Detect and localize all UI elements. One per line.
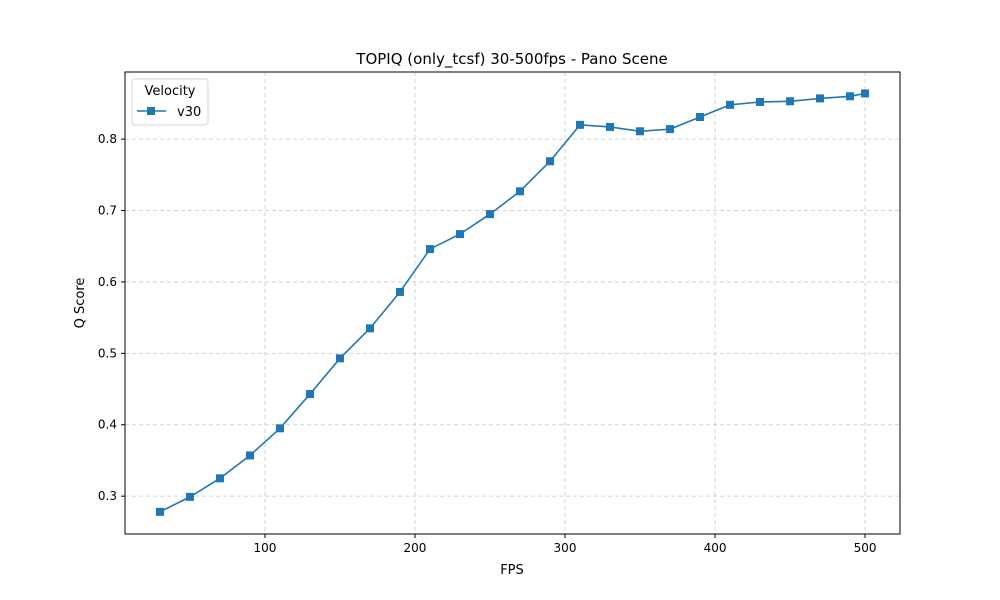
y-axis-label: Q Score <box>73 278 88 329</box>
y-tick-label: 0.6 <box>98 275 117 289</box>
x-tick-label: 300 <box>554 541 577 555</box>
x-tick-label: 100 <box>254 541 277 555</box>
data-point <box>485 210 494 219</box>
data-point <box>606 122 615 131</box>
ticks: 100 200 300 400 500 0.3 0.4 0.5 0.6 0.7 0.8 <box>98 132 877 555</box>
y-tick-label: 0.8 <box>98 132 117 146</box>
data-point <box>636 127 645 136</box>
data-point <box>726 100 735 109</box>
data-point <box>215 474 224 483</box>
legend-label-v30: v30 <box>177 105 201 120</box>
y-tick-label: 0.5 <box>98 346 117 360</box>
x-axis-label: FPS <box>500 563 524 578</box>
y-tick-label: 0.3 <box>98 489 117 503</box>
data-point <box>546 157 555 166</box>
legend: Velocity v30 <box>131 78 209 126</box>
series-layer <box>155 89 870 516</box>
data-point <box>861 89 870 98</box>
data-point <box>275 424 284 433</box>
data-point <box>756 97 765 106</box>
data-point <box>666 125 675 134</box>
data-point <box>395 287 404 296</box>
data-point <box>335 354 344 363</box>
data-point <box>305 390 314 399</box>
x-tick-label: 500 <box>854 541 877 555</box>
data-point <box>516 187 525 196</box>
plot-frame <box>124 71 901 535</box>
y-tick-label: 0.7 <box>98 204 117 218</box>
y-tick-label: 0.4 <box>98 418 117 432</box>
data-point <box>816 94 825 103</box>
data-point <box>576 120 585 129</box>
data-point <box>155 507 164 516</box>
grid <box>125 72 900 534</box>
chart-title: TOPIQ (only_tcsf) 30-500fps - Pano Scene <box>355 50 667 69</box>
data-point <box>425 245 434 254</box>
data-point <box>185 492 194 501</box>
legend-marker <box>147 107 155 115</box>
data-point <box>696 112 705 121</box>
data-point <box>846 92 855 101</box>
legend-title: Velocity <box>145 84 196 99</box>
data-point <box>245 451 254 460</box>
data-point <box>365 324 374 333</box>
data-point <box>455 230 464 239</box>
x-tick-label: 400 <box>704 541 727 555</box>
data-point <box>786 97 795 106</box>
x-tick-label: 200 <box>404 541 427 555</box>
